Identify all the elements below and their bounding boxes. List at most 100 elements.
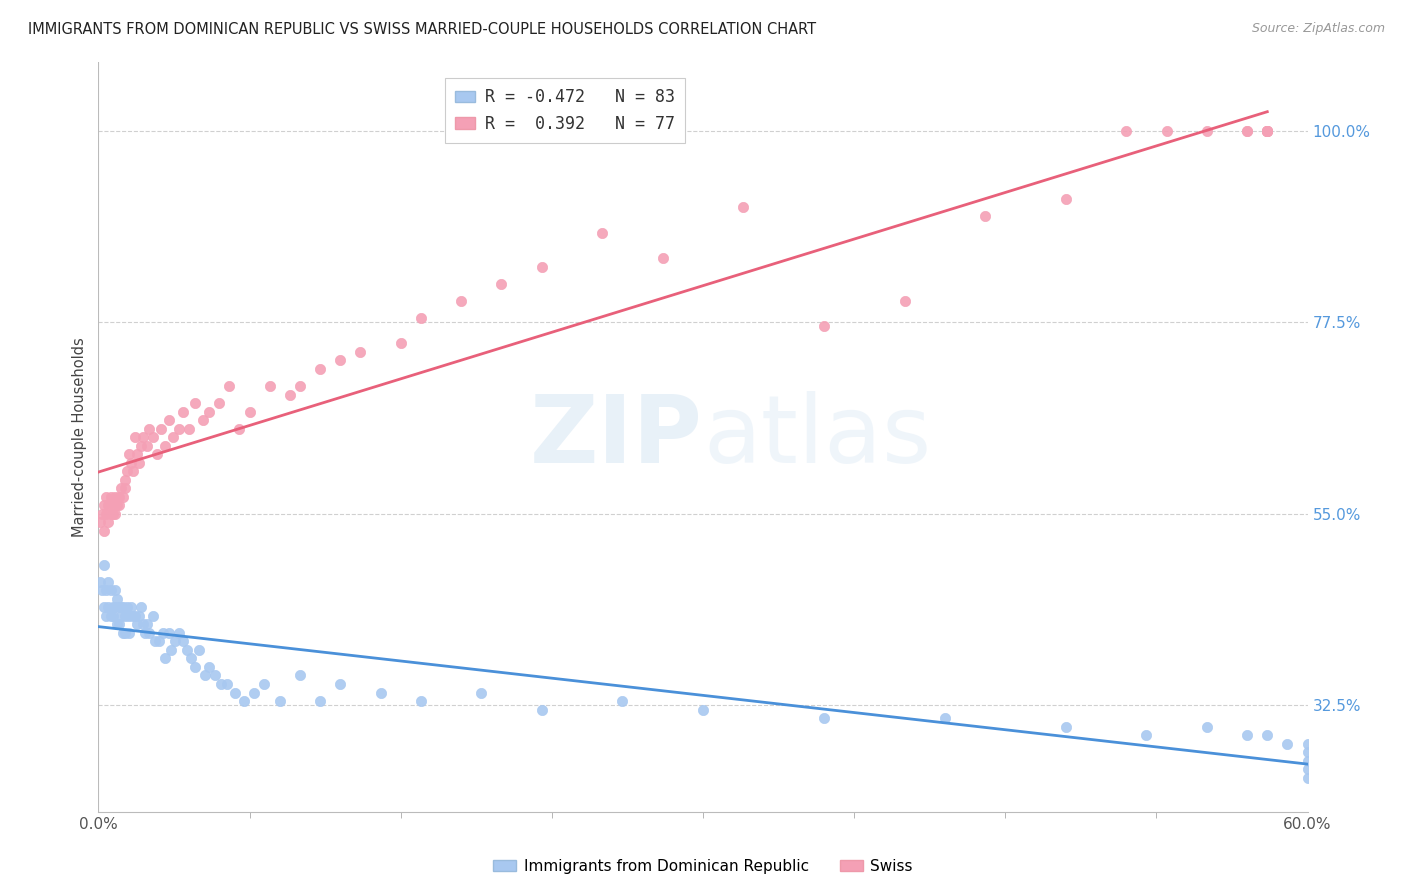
Point [142,430,165,444]
Point [142,608,165,623]
Point [1296,737,1319,751]
Point [733,200,755,214]
Point [209,677,232,691]
Point [124,608,146,623]
Point [111,626,134,640]
Point [259,379,281,393]
Point [1256,123,1278,137]
Point [288,379,311,393]
Point [107,617,129,632]
Point [692,702,714,716]
Point [91,507,114,521]
Point [217,677,239,691]
Point [813,711,835,725]
Point [121,608,143,623]
Point [103,507,125,521]
Point [160,643,183,657]
Point [152,626,174,640]
Point [198,660,221,674]
Point [194,668,217,682]
Point [97,574,120,589]
Point [100,490,122,504]
Point [1156,123,1178,137]
Point [1236,123,1258,137]
Point [97,498,120,512]
Point [329,353,352,368]
Point [1256,123,1278,137]
Point [89,515,111,529]
Point [167,626,190,640]
Point [176,643,198,657]
Point [132,617,155,632]
Point [115,600,138,615]
Point [107,600,129,615]
Point [105,498,128,512]
Point [530,260,553,274]
Point [1296,745,1319,759]
Point [135,439,157,453]
Point [1054,720,1077,734]
Point [1135,728,1157,742]
Point [172,634,194,648]
Point [242,685,264,699]
Point [96,583,118,598]
Point [1296,762,1319,776]
Point [103,600,125,615]
Point [114,626,136,640]
Point [111,490,134,504]
Point [349,345,371,359]
Point [93,558,115,572]
Point [129,439,152,453]
Point [103,583,125,598]
Point [120,456,142,470]
Point [125,447,148,461]
Point [470,685,492,699]
Point [93,524,115,538]
Point [110,608,132,623]
Point [163,634,186,648]
Point [269,694,291,708]
Point [180,651,202,665]
Point [121,464,143,478]
Point [179,421,201,435]
Point [204,668,226,682]
Point [1277,737,1299,751]
Legend: R = -0.472   N = 83, R =  0.392   N = 77: R = -0.472 N = 83, R = 0.392 N = 77 [446,78,685,143]
Point [153,439,176,453]
Point [893,293,915,308]
Point [93,600,115,615]
Point [288,668,311,682]
Point [184,396,207,410]
Y-axis label: Married-couple Households: Married-couple Households [72,337,87,537]
Point [157,413,180,427]
Point [1195,123,1218,137]
Point [107,498,129,512]
Point [101,498,124,512]
Point [218,379,240,393]
Text: IMMIGRANTS FROM DOMINICAN REPUBLIC VS SWISS MARRIED-COUPLE HOUSEHOLDS CORRELATIO: IMMIGRANTS FROM DOMINICAN REPUBLIC VS SW… [28,22,817,37]
Point [114,608,136,623]
Point [612,694,634,708]
Point [530,702,553,716]
Point [101,600,124,615]
Point [198,404,221,418]
Point [101,507,124,521]
Point [1256,123,1278,137]
Point [1256,728,1278,742]
Point [97,515,120,529]
Point [591,226,613,240]
Legend: Immigrants from Dominican Republic, Swiss: Immigrants from Dominican Republic, Swis… [488,853,918,880]
Point [101,608,124,623]
Point [389,336,412,351]
Point [118,626,141,640]
Text: atlas: atlas [703,391,931,483]
Point [91,583,114,598]
Point [1195,720,1218,734]
Point [89,574,111,589]
Point [93,498,115,512]
Point [1256,123,1278,137]
Point [114,473,136,487]
Point [329,677,352,691]
Point [125,617,148,632]
Point [100,507,122,521]
